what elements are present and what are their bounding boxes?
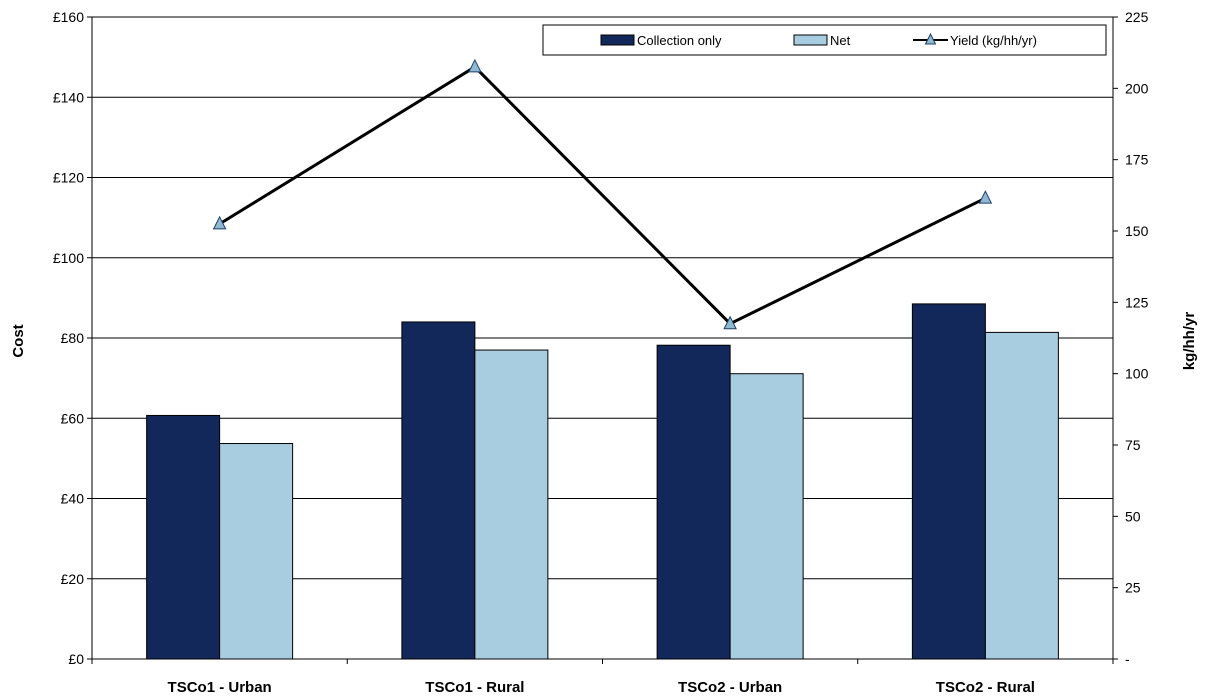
right-axis-title: kg/hh/yr (1181, 312, 1198, 371)
bar (729, 373, 804, 660)
y-tick-label: £40 (61, 491, 85, 507)
y2-tick-label: 125 (1125, 294, 1149, 310)
y2-tick-label: 25 (1125, 580, 1141, 596)
legend-swatch-net (793, 34, 828, 46)
y2-tick-label: 150 (1125, 223, 1149, 239)
y2-tick-label: 100 (1125, 366, 1149, 382)
bar (474, 349, 549, 660)
legend-swatch-collection (600, 34, 635, 46)
yield-point (468, 58, 482, 73)
yield-line (212, 58, 993, 330)
legend-label-net: Net (830, 33, 851, 48)
y-tick-label: £120 (53, 170, 84, 186)
bar (401, 321, 476, 660)
category-labels: TSCo1 - Urban TSCo1 - Rural TSCo2 - Urban T… (168, 679, 1035, 696)
y-tick-label: £0 (68, 651, 84, 667)
left-axis-title: Cost (10, 324, 27, 357)
category-label: TSCo2 - Rural (936, 679, 1035, 696)
bar (984, 331, 1059, 660)
bar (911, 303, 986, 660)
y2-tick-label: 75 (1125, 437, 1141, 453)
legend-label-collection: Collection only (637, 33, 722, 48)
legend: Collection only Net Yield (kg/hh/yr) (542, 24, 1107, 56)
y-tick-label: £140 (53, 89, 84, 105)
category-label: TSCo1 - Urban (168, 679, 272, 696)
right-axis-ticks: - 25 50 75 100 125 150 175 200 225 (1113, 9, 1149, 667)
yield-point (212, 215, 227, 230)
y-tick-label: £20 (61, 571, 85, 587)
legend-label-yield: Yield (kg/hh/yr) (950, 33, 1037, 48)
y-tick-label: £100 (53, 250, 84, 266)
y2-tick-label: 225 (1125, 9, 1149, 25)
y-tick-label: £60 (61, 410, 85, 426)
bars (146, 303, 1059, 660)
y2-tick-label: 175 (1125, 152, 1149, 168)
left-axis-ticks: £0 £20 £40 £60 £80 £100 £120 £140 £160 (53, 9, 92, 667)
y-tick-label: £80 (61, 330, 85, 346)
category-label: TSCo1 - Rural (425, 679, 524, 696)
bar (146, 414, 221, 660)
bar (656, 344, 731, 660)
y-tick-label: £160 (53, 9, 84, 25)
y2-tick-label: - (1125, 651, 1130, 667)
category-label: TSCo2 - Urban (678, 679, 782, 696)
y2-tick-label: 50 (1125, 508, 1141, 524)
legend-marker-yield (924, 32, 937, 45)
y2-tick-label: 200 (1125, 80, 1149, 96)
bar (219, 443, 294, 660)
yield-point (723, 315, 737, 330)
yield-point (978, 190, 993, 204)
yield-series-line (218, 65, 987, 326)
